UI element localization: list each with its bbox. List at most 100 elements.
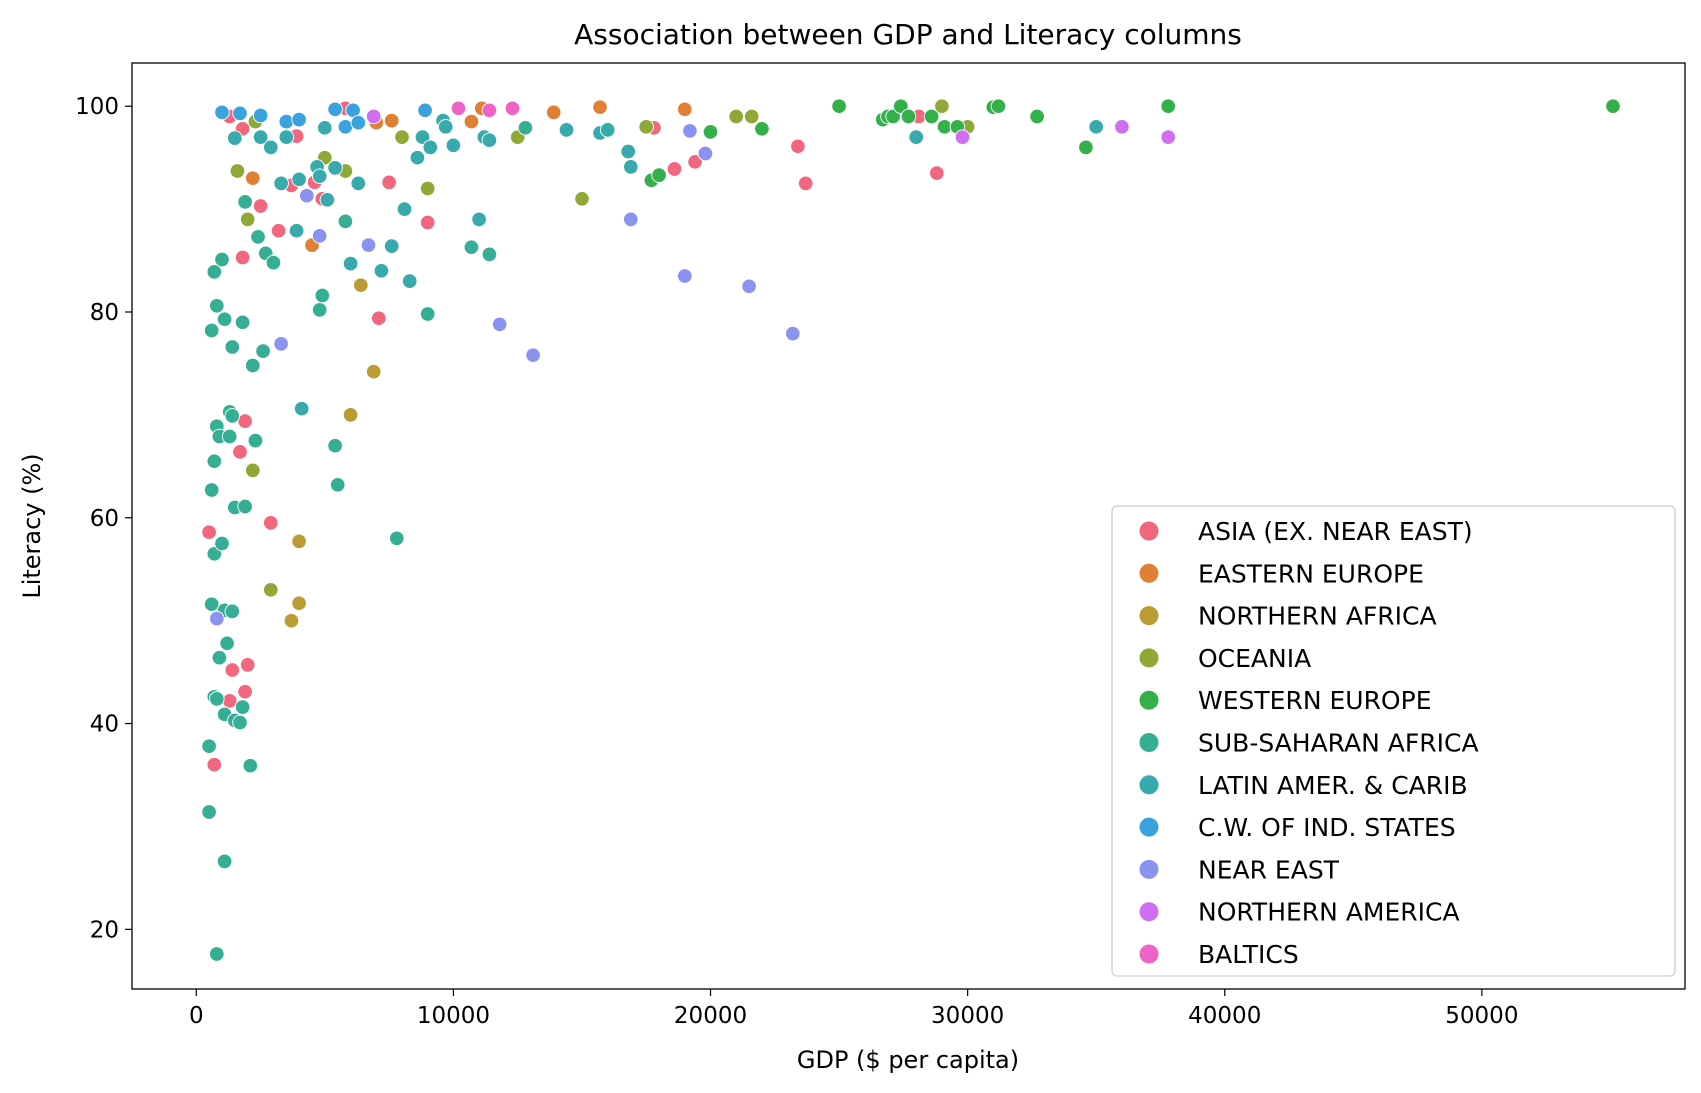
data-point [491, 316, 508, 333]
data-point [885, 108, 901, 125]
y-tick-label: 100 [75, 94, 119, 120]
data-point [319, 192, 336, 208]
data-point [445, 137, 462, 154]
series-5 [201, 120, 534, 962]
data-point [396, 201, 413, 217]
data-point [229, 163, 246, 179]
data-point [785, 325, 801, 342]
data-point [252, 129, 269, 145]
data-point [263, 139, 279, 156]
legend-label: SUB-SAHARAN AFRICA [1198, 729, 1479, 758]
legend-item: LATIN AMER. & CARIB [1138, 771, 1468, 800]
legend-label: NEAR EAST [1198, 855, 1340, 884]
data-point [270, 222, 287, 239]
legend-label: NORTHERN AMERICA [1198, 898, 1460, 927]
data-point [558, 122, 575, 138]
x-tick-label: 40000 [1188, 1003, 1261, 1029]
data-point [232, 105, 248, 122]
data-point [245, 462, 261, 479]
x-tick-label: 10000 [417, 1003, 490, 1029]
legend-marker [1138, 732, 1160, 753]
data-point [743, 108, 760, 125]
data-point [923, 108, 940, 125]
plot-frame [131, 62, 1686, 990]
data-point [206, 264, 223, 280]
data-point [239, 657, 256, 673]
data-point [299, 187, 315, 204]
data-point [216, 311, 233, 327]
data-point [908, 129, 924, 145]
data-point [350, 114, 367, 131]
data-point [790, 138, 806, 155]
data-point [291, 171, 307, 188]
data-point [252, 198, 269, 214]
legend-label: LATIN AMER. & CARIB [1198, 771, 1468, 800]
data-point [450, 100, 467, 117]
series-6 [227, 112, 1104, 417]
legend-marker [1138, 901, 1160, 923]
x-tick-label: 20000 [674, 1003, 747, 1029]
data-point [273, 175, 289, 192]
series-0 [201, 100, 945, 773]
data-point [317, 120, 333, 136]
data-point [741, 278, 757, 295]
data-point [314, 287, 331, 304]
data-point [623, 159, 639, 175]
legend-label: WESTERN EUROPE [1198, 686, 1431, 715]
data-point [291, 595, 307, 611]
data-point [329, 477, 346, 493]
data-point [291, 111, 307, 128]
data-point [697, 145, 714, 162]
data-point [401, 273, 418, 289]
legend-label: OCEANIA [1198, 644, 1311, 673]
data-point [1160, 129, 1176, 145]
data-point [389, 530, 405, 547]
data-point [702, 124, 719, 140]
x-tick-label: 50000 [1445, 1003, 1518, 1029]
data-point [206, 453, 223, 469]
data-point [1114, 119, 1130, 135]
data-point [599, 122, 616, 138]
data-point [203, 482, 220, 498]
data-point [209, 946, 225, 962]
data-point [682, 123, 698, 139]
data-point [224, 603, 241, 620]
data-point [900, 108, 917, 125]
data-point [990, 98, 1007, 114]
data-point [224, 662, 241, 678]
series-3 [229, 98, 976, 598]
data-point [265, 254, 282, 271]
data-point [242, 757, 259, 774]
data-point [419, 180, 436, 197]
legend-marker [1138, 774, 1160, 796]
data-point [936, 119, 953, 135]
data-point [394, 129, 410, 145]
data-point [288, 222, 305, 239]
legend-marker [1138, 520, 1160, 542]
data-point [419, 214, 436, 231]
data-point [638, 119, 654, 135]
data-point [216, 853, 233, 870]
data-point [517, 120, 534, 136]
data-point [278, 113, 295, 130]
data-point [283, 612, 300, 629]
legend: ASIA (EX. NEAR EAST) EASTERN EUROPE NORTHE… [1111, 505, 1676, 977]
data-point [209, 691, 225, 707]
data-point [471, 211, 487, 228]
series-7 [214, 101, 433, 135]
series-8 [209, 123, 801, 627]
data-point [327, 437, 343, 454]
legend-item: SUB-SAHARAN AFRICA [1138, 729, 1479, 758]
data-point [365, 363, 382, 380]
legend-marker [1138, 562, 1160, 584]
data-point [381, 174, 397, 191]
data-point [342, 255, 359, 272]
data-point [227, 130, 243, 146]
data-point [203, 322, 220, 339]
data-point [574, 191, 590, 207]
legend-label: NORTHERN AFRICA [1198, 602, 1437, 631]
data-point [232, 444, 248, 460]
data-point [211, 649, 228, 666]
data-point [463, 113, 480, 130]
